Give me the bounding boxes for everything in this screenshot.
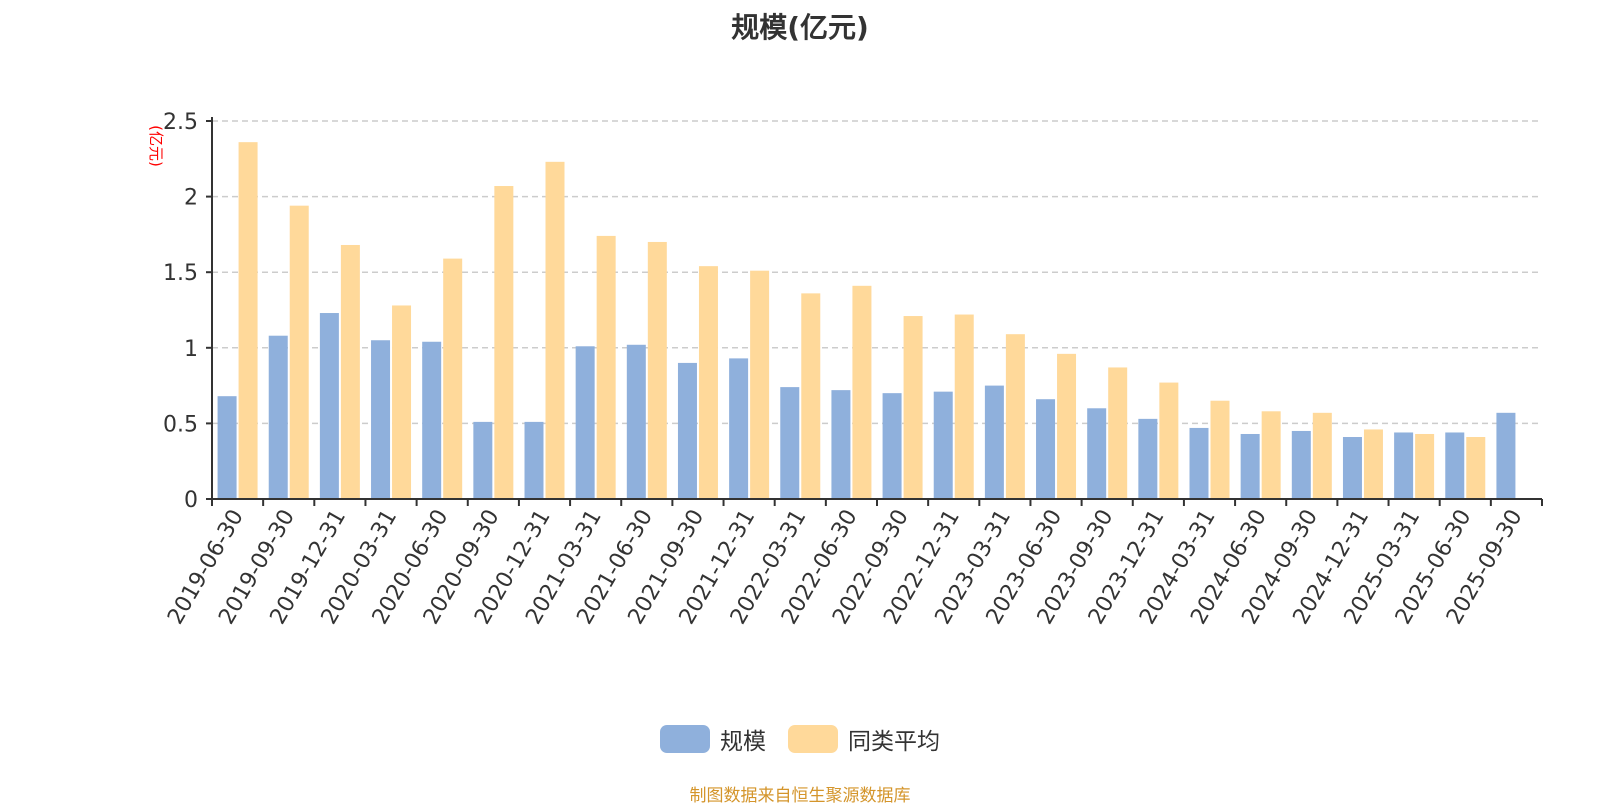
bar-scale [217, 396, 237, 499]
y-tick-label: 1.5 [163, 261, 198, 286]
bar-scale [524, 421, 544, 499]
bar-scale [1394, 432, 1414, 499]
bar-scale [1445, 432, 1465, 499]
bar-scale [1342, 437, 1362, 499]
bar-peer-average [494, 186, 514, 500]
y-tick-label: 0.5 [163, 412, 198, 437]
bar-peer-average [698, 266, 718, 499]
bar-scale [1087, 408, 1107, 499]
legend-label-peer-average: 同类平均 [848, 729, 940, 755]
bar-scale [626, 344, 646, 499]
legend: 规模 同类平均 [0, 722, 1600, 756]
bar-chart: 00.511.522.5(亿元)2019-06-302019-09-302019… [147, 110, 1543, 629]
bar-scale [677, 362, 697, 499]
bar-scale [1291, 430, 1311, 499]
bar-peer-average [1415, 433, 1435, 499]
bar-scale [729, 358, 749, 499]
bar-scale [1240, 433, 1260, 499]
bar-peer-average [596, 235, 616, 500]
bar-peer-average [801, 293, 821, 499]
bar-peer-average [1312, 412, 1332, 499]
bar-peer-average [289, 205, 309, 499]
bar-scale [1189, 427, 1209, 499]
legend-item-peer-average[interactable]: 同类平均 [788, 722, 940, 756]
bar-peer-average [392, 305, 412, 499]
y-tick-label: 1 [184, 337, 198, 362]
y-tick-label: 0 [184, 488, 198, 513]
legend-item-scale[interactable]: 规模 [660, 722, 766, 756]
bar-peer-average [1108, 367, 1128, 499]
bar-scale [1496, 412, 1516, 499]
y-axis-label: (亿元) [147, 125, 165, 167]
bar-scale [933, 391, 953, 499]
bar-peer-average [750, 270, 770, 499]
legend-swatch-peer-average [788, 725, 838, 753]
bar-peer-average [852, 285, 872, 499]
bar-scale [1036, 399, 1056, 499]
bar-peer-average [903, 316, 923, 499]
bar-peer-average [954, 314, 974, 499]
bar-scale [422, 341, 442, 499]
bar-peer-average [340, 244, 360, 499]
y-tick-label: 2 [184, 186, 198, 211]
data-source-note: 制图数据来自恒生聚源数据库 [689, 786, 911, 806]
bar-peer-average [1159, 382, 1179, 499]
bar-peer-average [545, 161, 565, 499]
bar-scale [371, 340, 391, 499]
bar-scale [882, 393, 902, 499]
bar-peer-average [238, 142, 258, 499]
y-tick-label: 2.5 [163, 110, 198, 135]
bar-scale [831, 390, 851, 499]
bar-peer-average [1466, 437, 1486, 499]
bar-scale [575, 346, 595, 499]
bar-scale [473, 421, 493, 499]
bar-scale [780, 387, 800, 499]
bar-peer-average [1261, 411, 1281, 499]
bar-scale [984, 385, 1004, 499]
bar-scale [268, 335, 288, 499]
bar-peer-average [1005, 334, 1025, 499]
legend-swatch-scale [660, 725, 710, 753]
legend-label-scale: 规模 [720, 729, 766, 755]
bar-peer-average [1363, 429, 1383, 499]
bar-peer-average [443, 258, 463, 499]
bar-peer-average [1210, 400, 1230, 499]
bar-peer-average [647, 241, 667, 499]
chart-title: 规模(亿元) [731, 11, 869, 44]
bar-scale [1138, 418, 1158, 499]
bar-peer-average [1057, 353, 1077, 499]
bar-scale [319, 313, 339, 499]
